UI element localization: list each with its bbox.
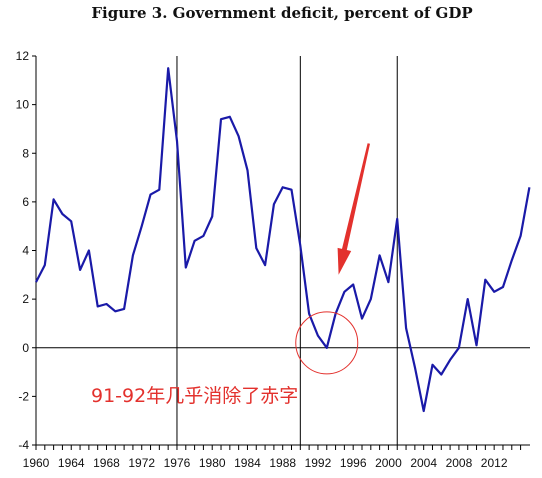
highlight-circle — [295, 311, 359, 375]
x-tick-label: 1984 — [234, 456, 261, 470]
annotation-layer: 91-92年几乎消除了赤字 — [91, 143, 370, 407]
annotation-arrow — [337, 143, 370, 275]
y-tick-label: 4 — [22, 244, 29, 258]
x-tick-label: 1992 — [305, 456, 332, 470]
x-tick-label: 1996 — [340, 456, 367, 470]
y-tick-label: 0 — [22, 341, 29, 355]
x-tick-label: 2000 — [375, 456, 402, 470]
x-tick-label: 1968 — [93, 456, 120, 470]
y-tick-label: -2 — [18, 389, 29, 403]
x-tick-label: 2008 — [446, 456, 473, 470]
y-tick-label: 10 — [16, 98, 30, 112]
x-tick-label: 1964 — [58, 456, 85, 470]
y-tick-label: 8 — [22, 146, 29, 160]
x-tick-label: 1976 — [164, 456, 191, 470]
y-tick-label: 6 — [22, 195, 29, 209]
annotation-text: 91-92年几乎消除了赤字 — [91, 385, 298, 407]
x-tick-label: 1988 — [269, 456, 296, 470]
x-tick-label: 1980 — [199, 456, 226, 470]
x-tick-label: 1972 — [128, 456, 155, 470]
y-tick-label: -4 — [18, 438, 29, 452]
x-tick-label: 1960 — [23, 456, 50, 470]
series-layer — [35, 67, 531, 413]
series-line — [35, 67, 531, 413]
chart-title: Figure 3. Government deficit, percent of… — [91, 4, 472, 22]
x-tick-label: 2012 — [481, 456, 508, 470]
y-tick-label: 12 — [16, 49, 30, 63]
y-tick-label: 2 — [22, 292, 29, 306]
x-tick-label: 2004 — [410, 456, 437, 470]
chart-axes: 12 10 8 6 4 2 0 -2 -4 1960 1964 1968 1972 1976 1980 198… — [16, 49, 530, 470]
